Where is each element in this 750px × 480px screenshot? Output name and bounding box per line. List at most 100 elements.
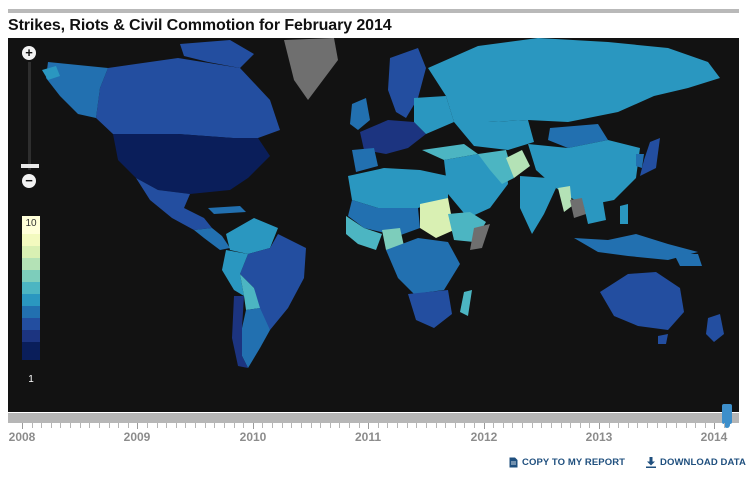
minus-icon[interactable]: −: [22, 174, 36, 188]
region-west-africa[interactable]: [346, 216, 382, 250]
year-label[interactable]: 2014: [700, 430, 728, 444]
region-cuba[interactable]: [208, 206, 246, 214]
region-nigeria[interactable]: [382, 228, 404, 250]
timeline-handle[interactable]: [722, 404, 732, 428]
month-tick: [454, 423, 456, 428]
month-tick: [89, 423, 91, 428]
region-thailand[interactable]: [570, 198, 586, 218]
region-myanmar[interactable]: [558, 186, 572, 212]
region-colombia-venezuela[interactable]: [226, 218, 278, 254]
month-tick: [531, 423, 533, 428]
year-tick: [483, 423, 485, 429]
month-tick: [358, 423, 360, 428]
region-somalia[interactable]: [470, 224, 490, 250]
region-sudan[interactable]: [420, 198, 454, 238]
legend-max-label: 10: [25, 218, 37, 229]
region-australia[interactable]: [600, 272, 684, 330]
year-tick: [252, 423, 254, 429]
region-mexico[interactable]: [136, 178, 212, 230]
timeline-track[interactable]: [8, 413, 739, 423]
year-label[interactable]: 2013: [585, 430, 613, 444]
month-tick: [589, 423, 591, 428]
region-southern-africa[interactable]: [408, 290, 452, 328]
region-korea[interactable]: [636, 154, 644, 168]
legend-color-cell: [22, 246, 40, 258]
month-tick: [243, 423, 245, 428]
region-southeast-asia[interactable]: [582, 196, 606, 224]
region-north-africa[interactable]: [348, 168, 448, 208]
plus-icon[interactable]: +: [22, 46, 36, 60]
region-chile[interactable]: [232, 296, 248, 368]
month-tick: [98, 423, 100, 428]
region-papua[interactable]: [674, 254, 702, 266]
region-bolivia[interactable]: [240, 274, 260, 310]
region-alaska[interactable]: [46, 62, 108, 118]
region-russia[interactable]: [428, 38, 720, 122]
region-tasmania[interactable]: [658, 334, 668, 344]
region-afghanistan[interactable]: [506, 150, 530, 178]
region-iberia[interactable]: [352, 148, 378, 172]
legend-color-cell: [22, 306, 40, 318]
month-tick: [127, 423, 129, 428]
region-greenland[interactable]: [284, 38, 338, 100]
month-tick: [41, 423, 43, 428]
region-iran[interactable]: [478, 150, 514, 184]
month-tick: [502, 423, 504, 428]
month-tick: [425, 423, 427, 428]
region-canada-islands[interactable]: [180, 40, 254, 68]
region-canada[interactable]: [96, 58, 280, 138]
copy-to-report-button[interactable]: COPY TO MY REPORT: [509, 457, 625, 468]
legend-color-cell: [22, 216, 40, 234]
timeline-ticks: [8, 423, 739, 429]
year-label[interactable]: 2010: [239, 430, 267, 444]
region-uk[interactable]: [350, 98, 370, 130]
month-tick: [675, 423, 677, 428]
region-iceland[interactable]: [42, 66, 60, 80]
region-argentina[interactable]: [242, 308, 270, 368]
month-tick: [320, 423, 322, 428]
region-peru[interactable]: [222, 250, 248, 296]
month-tick: [666, 423, 668, 428]
month-tick: [233, 423, 235, 428]
year-label[interactable]: 2009: [123, 430, 151, 444]
region-western-europe[interactable]: [360, 120, 426, 154]
download-data-button[interactable]: DOWNLOAD DATA: [646, 457, 746, 468]
year-label[interactable]: 2012: [470, 430, 498, 444]
region-eastern-europe[interactable]: [414, 96, 454, 134]
year-label[interactable]: 2008: [8, 430, 36, 444]
legend-min-label: 1: [28, 374, 34, 385]
region-kazakhstan[interactable]: [454, 120, 534, 150]
title-rule: [8, 9, 739, 13]
month-tick: [175, 423, 177, 428]
zoom-slider-track[interactable]: [28, 62, 31, 170]
region-philippines[interactable]: [620, 204, 628, 224]
region-brazil[interactable]: [240, 234, 306, 330]
month-tick: [570, 423, 572, 428]
year-label[interactable]: 2011: [354, 430, 382, 444]
region-indonesia[interactable]: [574, 234, 698, 260]
zoom-slider-handle[interactable]: [21, 164, 39, 168]
region-madagascar[interactable]: [460, 290, 472, 316]
region-central-africa[interactable]: [386, 238, 460, 294]
region-turkey[interactable]: [422, 144, 478, 160]
month-tick: [473, 423, 475, 428]
region-usa[interactable]: [113, 134, 270, 194]
region-mongolia[interactable]: [548, 124, 608, 148]
world-map[interactable]: + − 10 1: [8, 38, 739, 412]
year-tick: [137, 423, 139, 429]
region-china[interactable]: [528, 140, 640, 206]
region-sahel[interactable]: [348, 200, 420, 236]
month-tick: [214, 423, 216, 428]
month-tick: [377, 423, 379, 428]
month-tick: [348, 423, 350, 428]
month-tick: [397, 423, 399, 428]
month-tick: [695, 423, 697, 428]
month-tick: [300, 423, 302, 428]
region-central-america[interactable]: [194, 228, 230, 250]
month-tick: [223, 423, 225, 428]
region-new-zealand[interactable]: [706, 314, 724, 342]
month-tick: [435, 423, 437, 428]
region-japan[interactable]: [640, 138, 660, 176]
month-tick: [195, 423, 197, 428]
region-india[interactable]: [520, 176, 556, 234]
